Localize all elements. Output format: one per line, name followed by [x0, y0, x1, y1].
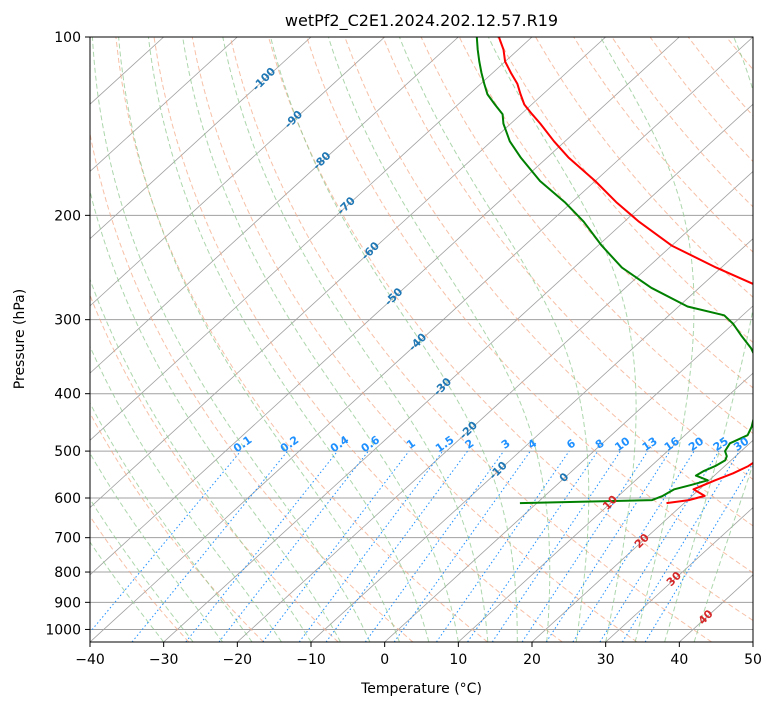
sounding-profiles — [475, 37, 753, 505]
x-tick-label: 0 — [380, 652, 389, 668]
dry-adiabat-line — [382, 37, 753, 481]
moist-adiabat-line — [222, 37, 489, 642]
isotherm-line — [90, 37, 385, 307]
y-tick-label: 100 — [54, 30, 81, 46]
isotherm-line — [163, 103, 753, 642]
mixing-ratio-line — [572, 450, 695, 642]
isotherm-line — [90, 37, 238, 172]
x-axis-label: Temperature (°C) — [360, 681, 482, 697]
isotherm-line — [605, 507, 753, 642]
moist-adiabat-line — [487, 37, 637, 642]
isotherm-line — [90, 37, 312, 240]
plot-area: 0.10.20.40.611.52346810131620253036-100-… — [90, 37, 753, 642]
moist-adiabat-line — [664, 37, 753, 642]
mixing-ratio-line — [393, 450, 531, 642]
x-tick-label: −20 — [223, 652, 253, 668]
isotherm-line — [531, 439, 753, 642]
dry-adiabat-line — [306, 37, 753, 574]
isotherm-line — [90, 37, 459, 374]
chart-title: wetPf2_C2E1.2024.202.12.57.R19 — [285, 11, 558, 31]
isotherm-line — [90, 37, 753, 642]
y-axis-ticks: 100 200 300 400 500 600 700 800 900 1000 — [45, 30, 90, 638]
moist-adiabat-line — [118, 37, 400, 642]
mixing-ratio-line — [218, 450, 369, 642]
dry-adiabat-line — [153, 37, 563, 642]
isotherm-line — [237, 170, 753, 642]
dry-adiabat-line — [268, 37, 753, 622]
x-tick-label: −30 — [149, 652, 179, 668]
plot-frame — [89, 36, 754, 643]
y-tick-label: 1000 — [45, 622, 81, 638]
x-tick-label: 10 — [449, 652, 467, 668]
mixing-ratio-line — [262, 450, 410, 642]
temperature-profile — [497, 37, 753, 505]
dry-adiabat-line — [229, 37, 712, 642]
moist-adiabat-line — [693, 462, 753, 642]
y-tick-label: 200 — [54, 208, 81, 224]
dry-adiabat-line — [90, 131, 414, 642]
moist-adiabat-line — [90, 189, 341, 642]
mixing-ratio-lines — [90, 450, 753, 642]
dry-adiabat-line — [420, 37, 753, 435]
y-tick-label: 300 — [54, 313, 81, 329]
y-tick-label: 700 — [54, 531, 81, 547]
dry-adiabat-line — [90, 412, 264, 642]
x-tick-label: 30 — [597, 652, 615, 668]
y-tick-label: 600 — [54, 491, 81, 507]
mixing-ratio-line — [185, 450, 338, 642]
x-tick-label: 50 — [744, 652, 762, 668]
mixing-ratio-line — [436, 450, 570, 642]
isotherm-line — [90, 37, 606, 509]
y-tick-label: 500 — [54, 444, 81, 460]
moist-adiabats — [90, 37, 753, 642]
x-axis-ticks: −40 −30 −20 −10 0 10 20 30 40 50 — [75, 642, 762, 668]
y-tick-label: 400 — [54, 387, 81, 403]
y-tick-label: 800 — [54, 565, 81, 581]
y-tick-label: 900 — [54, 595, 81, 611]
moist-adiabat-line — [600, 37, 695, 642]
moist-adiabat-line — [398, 37, 590, 642]
moist-adiabat-line — [270, 37, 518, 642]
dry-adiabat-line — [191, 37, 638, 642]
mixing-ratio-line — [599, 450, 720, 642]
mixing-ratio-line — [131, 450, 288, 642]
mixing-ratio-line — [364, 450, 505, 642]
isotherm-line — [458, 372, 753, 642]
isobar-grid — [90, 37, 753, 630]
dry-adiabat-line — [496, 37, 753, 344]
mixing-ratio-line — [644, 461, 753, 642]
y-axis-label: Pressure (hPa) — [12, 289, 28, 389]
mixing-ratio-line — [90, 450, 242, 633]
x-tick-label: −10 — [296, 652, 326, 668]
isotherm-grid — [90, 37, 753, 642]
dewpoint-profile — [475, 37, 753, 505]
dry-adiabat-line — [115, 37, 488, 642]
moist-adiabat-line — [147, 37, 430, 642]
dry-adiabat-line — [535, 37, 753, 298]
isotherm-line — [90, 37, 680, 576]
moist-adiabat-line — [90, 402, 253, 642]
mixing-ratio-line — [621, 450, 740, 642]
moist-adiabat-line — [90, 452, 223, 642]
x-tick-label: 20 — [523, 652, 541, 668]
moist-adiabat-line — [182, 37, 459, 642]
isotherm-line — [90, 37, 533, 441]
mixing-ratio-line — [467, 450, 599, 642]
x-tick-label: −40 — [75, 652, 105, 668]
isotherm-line — [384, 305, 753, 642]
moist-adiabat-line — [90, 278, 312, 642]
x-tick-label: 40 — [670, 652, 688, 668]
